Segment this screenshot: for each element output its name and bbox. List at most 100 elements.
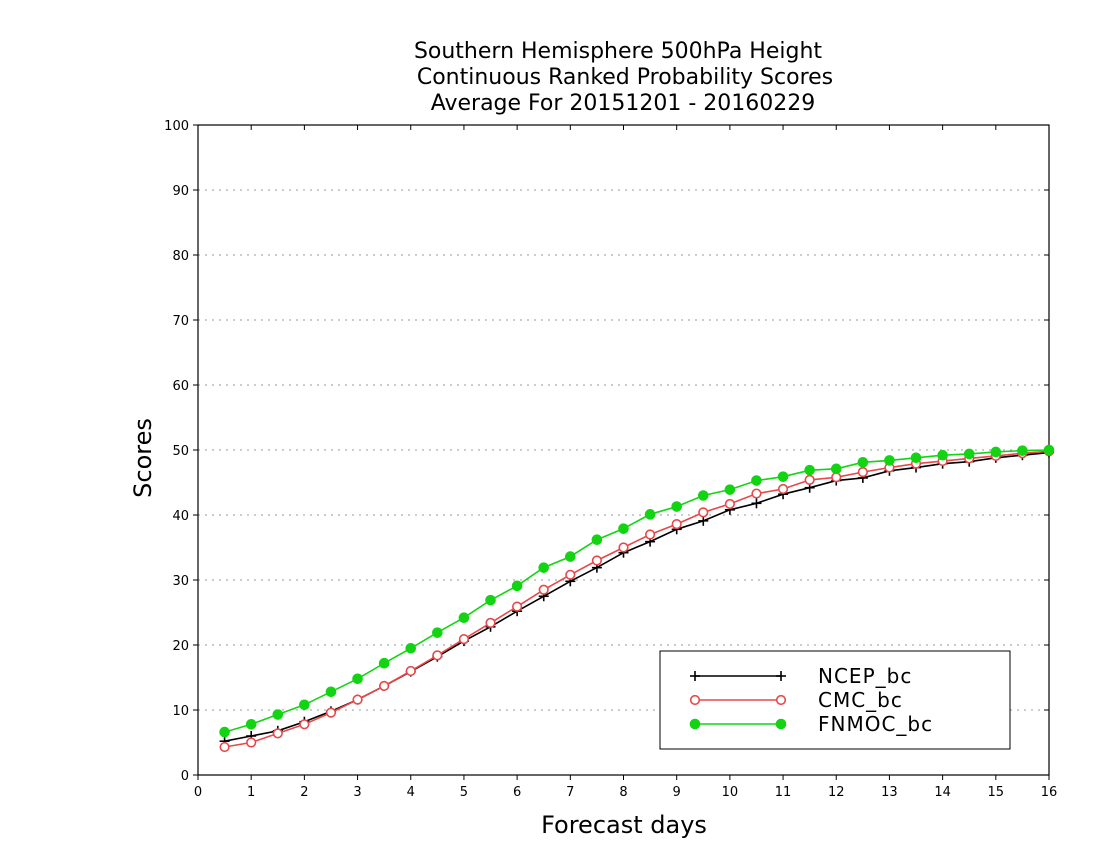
y-tick-label: 80 (172, 249, 189, 264)
y-tick-label: 60 (172, 379, 189, 394)
data-point (379, 680, 390, 692)
data-point (857, 457, 869, 468)
x-tick-label: 3 (353, 785, 361, 800)
data-point (1043, 444, 1055, 456)
x-tick-label: 8 (619, 785, 627, 800)
series-FNMOC_bc (219, 444, 1055, 738)
x-tick-label: 14 (934, 785, 951, 800)
x-tick-label: 2 (300, 785, 308, 800)
data-point (245, 719, 257, 730)
data-point (884, 455, 895, 466)
legend-marker (776, 671, 786, 681)
x-tick-label: 10 (722, 785, 739, 800)
y-tick-label: 70 (172, 314, 189, 329)
title-line-1: Southern Hemisphere 500hPa Height (414, 39, 822, 64)
x-tick-label: 0 (194, 785, 202, 800)
legend-marker (775, 718, 787, 730)
data-point (857, 467, 868, 478)
data-point (751, 475, 762, 486)
x-tick-label: 11 (775, 785, 792, 800)
data-point (432, 650, 443, 661)
x-tick-label: 12 (828, 785, 845, 800)
data-point (272, 728, 283, 739)
data-point (299, 719, 310, 730)
data-point (963, 448, 975, 460)
data-point (485, 594, 496, 606)
data-point (644, 509, 656, 520)
data-point (671, 501, 682, 512)
data-point (698, 515, 709, 526)
data-point (352, 673, 363, 685)
data-point (219, 726, 230, 738)
x-tick-label: 4 (407, 785, 415, 800)
data-point (458, 612, 470, 624)
data-point (618, 523, 629, 534)
data-point (538, 584, 549, 595)
legend-marker (690, 671, 700, 681)
legend-item-CMC_bc: CMC_bc (689, 688, 903, 712)
data-point (485, 617, 496, 629)
data-point (618, 542, 629, 553)
data-point (591, 555, 603, 566)
y-tick-label: 40 (172, 509, 189, 524)
chart-title: Southern Hemisphere 500hPa Height Contin… (414, 39, 833, 116)
data-point (671, 518, 682, 530)
y-tick-label: 0 (181, 769, 189, 784)
data-point (405, 642, 417, 654)
y-tick-label: 100 (164, 119, 189, 134)
data-point (246, 737, 257, 748)
data-point (831, 472, 842, 483)
x-tick-label: 15 (988, 785, 1005, 800)
data-point (830, 463, 842, 475)
data-point (325, 707, 337, 718)
data-point (299, 699, 310, 711)
legend-marker (689, 694, 701, 706)
data-point (724, 498, 735, 510)
legend-item-NCEP_bc: NCEP_bc (690, 664, 912, 688)
x-tick-label: 1 (247, 785, 255, 800)
data-point (458, 634, 470, 645)
data-point (565, 569, 576, 580)
y-axis-title: Scores (129, 418, 157, 498)
legend-item-FNMOC_bc: FNMOC_bc (689, 712, 933, 736)
x-tick-label: 16 (1041, 785, 1058, 800)
title-line-2: Continuous Ranked Probability Scores (417, 65, 833, 90)
x-tick-label: 6 (513, 785, 521, 800)
x-tick-label: 9 (673, 785, 681, 800)
data-point (804, 474, 815, 486)
x-tick-label: 5 (460, 785, 468, 800)
y-tick-label: 10 (172, 704, 189, 719)
data-point (538, 562, 550, 573)
x-tick-label: 13 (881, 785, 898, 800)
data-point (512, 601, 523, 612)
y-tick-label: 30 (172, 574, 189, 589)
data-point (910, 452, 922, 464)
legend-marker (775, 694, 787, 706)
data-point (777, 471, 789, 482)
y-tick-label: 50 (172, 444, 189, 459)
data-point (777, 483, 789, 495)
data-point (990, 446, 1002, 458)
data-point (724, 484, 736, 495)
data-point (325, 686, 337, 698)
data-point (698, 507, 709, 518)
series-layer (219, 444, 1055, 753)
data-point (644, 529, 656, 540)
data-point (432, 627, 443, 638)
data-point (511, 580, 523, 592)
data-point (751, 498, 762, 509)
data-point (591, 534, 603, 546)
data-point (697, 490, 709, 501)
legend-label: NCEP_bc (818, 664, 912, 688)
legend-label: CMC_bc (818, 688, 903, 712)
data-point (751, 488, 762, 499)
x-tick-label: 7 (566, 785, 574, 800)
data-point (405, 665, 416, 677)
legend-label: FNMOC_bc (818, 712, 933, 736)
data-point (565, 551, 576, 562)
data-point (378, 657, 390, 669)
